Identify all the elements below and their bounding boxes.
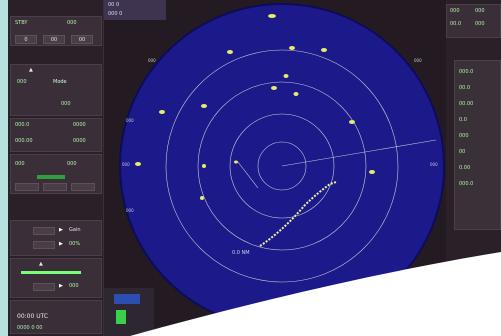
status-text: STBY	[15, 20, 28, 26]
right-line: 00.00	[459, 101, 474, 107]
range-label: 0.0 NM	[232, 250, 250, 256]
svg-text:000: 000	[148, 58, 156, 63]
play-icon-3[interactable]: ▶	[59, 283, 63, 289]
svg-text:000: 000	[122, 162, 130, 167]
right-line: 00	[459, 149, 466, 155]
gain-label: Gain	[69, 227, 81, 233]
top-status-strip: 00 0 000 0	[104, 0, 166, 20]
tune-slider[interactable]	[21, 271, 81, 274]
svg-text:000: 000	[430, 162, 438, 167]
triangle-up-icon-2[interactable]: ▲	[39, 261, 43, 267]
top-strip-line-2: 000 0	[108, 11, 123, 17]
level-button-1[interactable]	[15, 183, 39, 191]
mode-label: Mode	[53, 79, 67, 85]
bearing-scale: 000 000 000 000 000 000	[122, 58, 438, 213]
right-head-d: 000	[475, 21, 485, 27]
svg-text:000: 000	[414, 58, 422, 63]
svg-text:000: 000	[126, 118, 134, 123]
radar-targets	[135, 14, 375, 200]
left-control-panel: STBY 000 0 00 00 ▲ 000 Mode 000 000.0 00…	[8, 0, 104, 336]
level-button-2[interactable]	[43, 183, 67, 191]
level-button-3[interactable]	[71, 183, 95, 191]
right-head-b: 000	[475, 8, 485, 14]
heading-line	[281, 139, 437, 167]
level-indicator	[37, 175, 65, 179]
vector-line	[237, 161, 259, 189]
readout-h: 000	[67, 161, 77, 167]
readout-panel: 000.0 0000 000.00 0000	[10, 118, 102, 152]
tune-value: 000	[69, 283, 79, 289]
control-button-3[interactable]: 00	[71, 35, 93, 44]
bottom-indicator	[104, 288, 154, 336]
readout-d: 000.00	[15, 138, 33, 144]
gain-field[interactable]	[33, 227, 55, 235]
readout-c: 000	[61, 101, 71, 107]
right-data-panel: 000.0 00.0 00.00 0.0 000 00 0.00 000.0	[454, 60, 501, 230]
readout-f: 0000	[73, 138, 86, 144]
readout-b: 000.0	[15, 122, 30, 128]
right-header-panel: 000 000 00.0 000	[446, 4, 501, 38]
mode-value: 000	[17, 79, 27, 85]
control-button-2[interactable]: 00	[43, 35, 65, 44]
right-line: 000.0	[459, 181, 474, 187]
gain-value: 00%	[69, 241, 81, 247]
tune-field[interactable]	[33, 241, 55, 249]
radar-scope[interactable]: 000 000 000 000 000 000 0.0 NM	[118, 2, 446, 330]
right-line: 00.0	[459, 85, 471, 91]
right-head-a: 000	[450, 8, 460, 14]
readout-e: 0000	[73, 122, 86, 128]
clock-text: 00:00 UTC	[17, 313, 49, 320]
play-icon[interactable]: ▶	[59, 227, 63, 233]
right-head-c: 00.0	[450, 21, 462, 27]
right-line: 000.0	[459, 69, 474, 75]
gain-panel: ▶ Gain ▶ 00%	[10, 220, 102, 256]
range-rings	[165, 49, 399, 283]
right-line: 0.00	[459, 165, 471, 171]
tune-button[interactable]	[33, 283, 55, 291]
play-icon-2[interactable]: ▶	[59, 241, 63, 247]
triangle-up-icon[interactable]: ▲	[29, 67, 33, 73]
control-button-1[interactable]: 0	[15, 35, 37, 44]
green-indicator	[116, 310, 126, 324]
footer-text: 0000 0 00	[17, 325, 43, 331]
level-panel: 000 000	[10, 154, 102, 194]
svg-text:000: 000	[126, 208, 134, 213]
radar-display[interactable]: 000 000 000 000 000 000 0.0 NM	[118, 2, 446, 330]
status-value: 000	[67, 20, 77, 26]
right-line: 0.0	[459, 117, 467, 123]
top-strip-line-1: 00 0	[108, 2, 120, 8]
target-track	[259, 181, 337, 247]
clock-panel: 00:00 UTC 0000 0 00	[10, 300, 102, 334]
mode-panel: ▲ 000 Mode 000	[10, 64, 102, 116]
right-line: 000	[459, 133, 469, 139]
tune-panel: ▲ ▶ 000	[10, 258, 102, 298]
blue-indicator	[114, 294, 140, 304]
status-panel: STBY 000 0 00 00	[10, 16, 102, 46]
readout-g: 000	[15, 161, 25, 167]
